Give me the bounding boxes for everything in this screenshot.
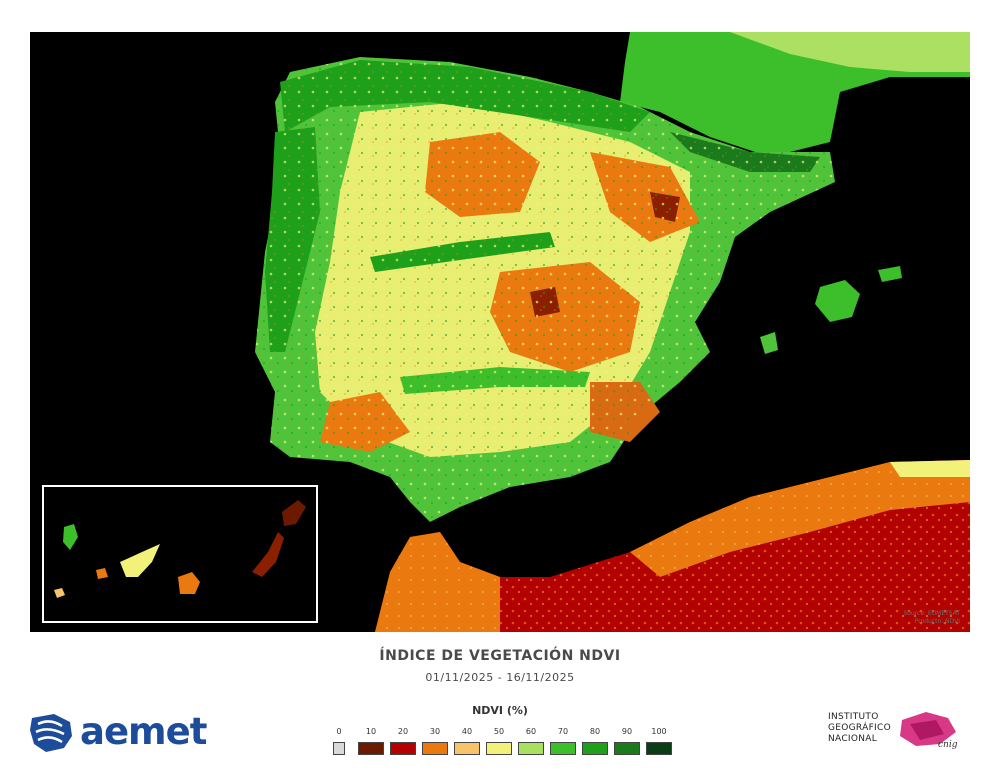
cnig-mark-icon <box>900 712 956 746</box>
legend-swatch <box>582 742 608 755</box>
aemet-wordmark: aemet <box>80 710 207 753</box>
north-africa-yellow-strip <box>890 460 970 477</box>
mallorca <box>815 280 860 322</box>
legend-swatch <box>358 742 384 755</box>
cnig-text: cnig <box>938 740 958 750</box>
legend-swatch <box>486 742 512 755</box>
france-region-north-yellow <box>730 32 970 72</box>
map-credit: Source: EUMETSAT Producto: NDVI <box>903 610 960 626</box>
aemet-logo: aemet <box>26 708 226 758</box>
legend-swatch <box>390 742 416 755</box>
ndvi-legend: NDVI (%) 0 10 20 30 40 50 60 70 80 90 100 <box>330 704 672 759</box>
ign-line-2: GEOGRÁFICO <box>828 723 891 733</box>
legend-tick-label: 30 <box>429 727 441 736</box>
date-range: 01/11/2025 - 16/11/2025 <box>425 671 575 684</box>
map-svg <box>54 32 970 632</box>
la-gomera <box>96 568 108 579</box>
legend-tick-label: 80 <box>589 727 601 736</box>
page-title: ÍNDICE DE VEGETACIÓN NDVI <box>379 648 621 664</box>
lanzarote <box>282 500 306 526</box>
ndvi-map: Source: EUMETSAT Producto: NDVI <box>30 32 970 632</box>
legend-swatch <box>614 742 640 755</box>
credit-line-2: Producto: NDVI <box>914 618 960 625</box>
legend-swatch <box>518 742 544 755</box>
fuerteventura <box>252 532 284 577</box>
peninsula-speckle <box>255 57 835 522</box>
ibiza <box>760 332 778 354</box>
legend-title: NDVI (%) <box>472 704 528 717</box>
credit-line-1: Source: EUMETSAT <box>903 610 960 617</box>
legend-tick-label: 60 <box>525 727 537 736</box>
legend-tick-label: 100 <box>651 727 667 736</box>
legend-swatch <box>550 742 576 755</box>
el-hierro <box>54 588 65 598</box>
canary-islands-inset <box>42 485 318 623</box>
legend-swatch <box>454 742 480 755</box>
ign-line-1: INSTITUTO <box>828 712 879 722</box>
legend-tick-label: 0 <box>336 727 342 736</box>
legend-tick-label: 70 <box>557 727 569 736</box>
gran-canaria <box>178 572 200 594</box>
legend-tick-label: 20 <box>397 727 409 736</box>
ign-line-3: NACIONAL <box>828 734 878 744</box>
legend-tick-label: 40 <box>461 727 473 736</box>
north-africa-speckle <box>375 460 970 632</box>
legend-tick-label: 10 <box>365 727 377 736</box>
legend-swatch <box>333 742 345 755</box>
ign-cnig-logo: INSTITUTO GEOGRÁFICO NACIONAL cnig <box>828 710 978 755</box>
aemet-emblem-icon <box>30 714 72 752</box>
la-palma <box>63 524 78 550</box>
menorca <box>878 266 902 282</box>
legend-swatch <box>646 742 672 755</box>
tenerife <box>120 544 160 577</box>
legend-swatch <box>422 742 448 755</box>
legend-tick-label: 90 <box>621 727 633 736</box>
legend-tick-label: 50 <box>493 727 505 736</box>
